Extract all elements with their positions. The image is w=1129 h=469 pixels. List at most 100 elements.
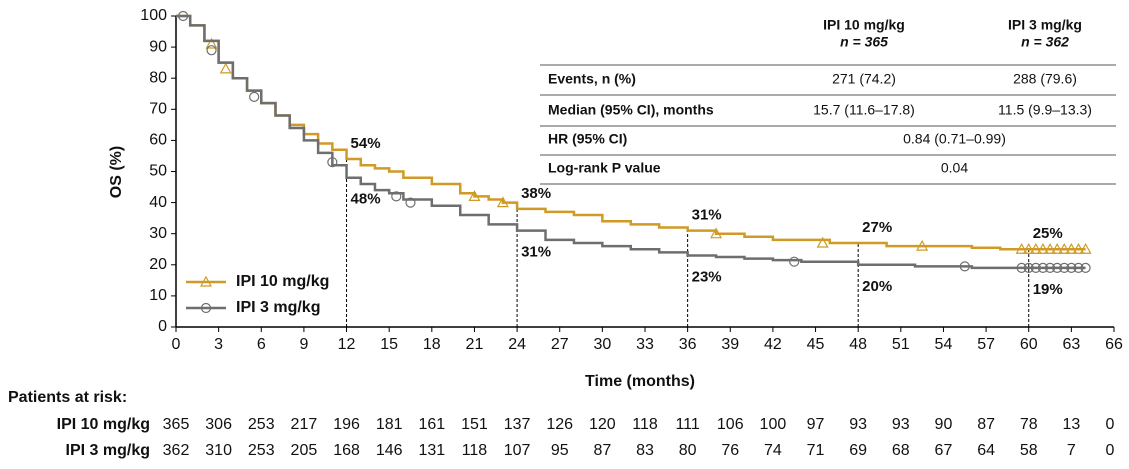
landmark-label: 23% <box>692 268 722 285</box>
risk-count: 306 <box>205 416 232 433</box>
table-cell: 0.04 <box>941 160 968 176</box>
risk-count: 100 <box>760 416 787 433</box>
landmark-label: 54% <box>351 135 381 152</box>
y-tick-label: 30 <box>149 225 167 242</box>
risk-count: 93 <box>849 416 867 433</box>
risk-count: 217 <box>291 416 318 433</box>
risk-count: 74 <box>764 442 782 459</box>
table-cell: 15.7 (11.6–17.8) <box>813 102 915 118</box>
legend-label: IPI 3 mg/kg <box>236 299 320 316</box>
risk-count: 69 <box>849 442 867 459</box>
y-axis-label: OS (%) <box>108 146 125 198</box>
censor-mark <box>205 37 218 49</box>
censor-mark <box>496 196 509 208</box>
x-tick-label: 27 <box>551 336 569 353</box>
x-tick-label: 36 <box>679 336 697 353</box>
censor-mark <box>1022 243 1035 254</box>
legend-marker <box>200 302 212 314</box>
risk-count: 71 <box>807 442 825 459</box>
risk-count: 181 <box>376 416 403 433</box>
risk-row-label: IPI 10 mg/kg <box>57 416 150 433</box>
censor-mark <box>249 91 260 102</box>
row-label: Events, n (%) <box>548 71 636 87</box>
y-tick-label: 40 <box>149 194 167 211</box>
risk-count: 205 <box>291 442 318 459</box>
risk-title: Patients at risk: <box>8 389 127 406</box>
x-tick-label: 6 <box>257 336 266 353</box>
x-tick-label: 57 <box>977 336 995 353</box>
table-header: IPI 10 mg/kg <box>823 17 905 33</box>
censor-mark <box>391 191 402 202</box>
landmark-label: 31% <box>692 207 722 224</box>
landmark-label: 20% <box>862 278 892 295</box>
x-tick-label: 9 <box>299 336 308 353</box>
y-tick-label: 90 <box>149 38 167 55</box>
risk-count: 64 <box>977 442 995 459</box>
row-label: HR (95% CI) <box>548 131 627 147</box>
censor-mark <box>206 45 217 56</box>
risk-count: 253 <box>248 442 275 459</box>
risk-count: 131 <box>418 442 445 459</box>
x-tick-label: 39 <box>721 336 739 353</box>
censor-mark <box>710 227 723 239</box>
row-label: Median (95% CI), months <box>548 102 714 118</box>
y-tick-label: 20 <box>149 256 167 273</box>
y-tick-label: 0 <box>158 318 167 335</box>
risk-count: 97 <box>807 416 825 433</box>
landmark-label: 25% <box>1033 225 1063 242</box>
x-tick-label: 12 <box>338 336 356 353</box>
landmark-label: 27% <box>862 219 892 236</box>
x-tick-label: 60 <box>1020 336 1038 353</box>
censor-mark <box>1023 262 1034 274</box>
risk-row-label: IPI 3 mg/kg <box>66 442 150 459</box>
table-cell: 271 (74.2) <box>832 71 896 87</box>
legend-label: IPI 10 mg/kg <box>236 273 329 290</box>
x-tick-label: 51 <box>892 336 910 353</box>
risk-count: 68 <box>892 442 910 459</box>
censor-mark <box>1052 262 1063 274</box>
censor-mark <box>1016 262 1027 274</box>
censor-mark <box>1037 262 1049 274</box>
y-tick-label: 100 <box>140 7 167 24</box>
x-axis-label: Time (months) <box>585 373 695 390</box>
risk-count: 126 <box>546 416 573 433</box>
landmark-label: 31% <box>521 244 551 261</box>
x-tick-label: 63 <box>1062 336 1080 353</box>
risk-count: 0 <box>1106 442 1115 459</box>
landmark-label: 19% <box>1033 281 1063 298</box>
risk-count: 118 <box>462 442 488 459</box>
x-tick-label: 33 <box>636 336 654 353</box>
table-header: n = 365 <box>840 34 888 50</box>
risk-count: 7 <box>1067 442 1076 459</box>
x-tick-label: 54 <box>935 336 953 353</box>
risk-count: 161 <box>418 416 445 433</box>
risk-count: 90 <box>935 416 953 433</box>
x-tick-label: 48 <box>849 336 867 353</box>
risk-count: 83 <box>636 442 654 459</box>
censor-mark <box>1079 243 1092 254</box>
table-cell: 288 (79.6) <box>1013 71 1077 87</box>
risk-count: 253 <box>248 416 275 433</box>
censor-mark <box>1051 243 1064 254</box>
y-tick-label: 10 <box>149 287 167 304</box>
table-header: n = 362 <box>1021 34 1069 50</box>
censor-mark <box>178 10 189 22</box>
risk-count: 87 <box>977 416 995 433</box>
censor-mark <box>1072 243 1085 254</box>
risk-count: 137 <box>504 416 531 433</box>
risk-count: 13 <box>1062 416 1080 433</box>
risk-count: 151 <box>461 416 488 433</box>
risk-count: 365 <box>163 416 190 433</box>
landmark-label: 38% <box>521 185 551 202</box>
censor-mark <box>1080 262 1091 274</box>
censor-mark <box>1030 262 1041 274</box>
censor-mark <box>1073 262 1084 274</box>
censor-mark <box>405 197 416 208</box>
x-tick-label: 18 <box>423 336 441 353</box>
risk-count: 67 <box>935 442 953 459</box>
x-tick-label: 45 <box>807 336 825 353</box>
table-cell: 11.5 (9.9–13.3) <box>998 102 1092 118</box>
risk-count: 106 <box>717 416 744 433</box>
censor-mark <box>1044 243 1057 254</box>
